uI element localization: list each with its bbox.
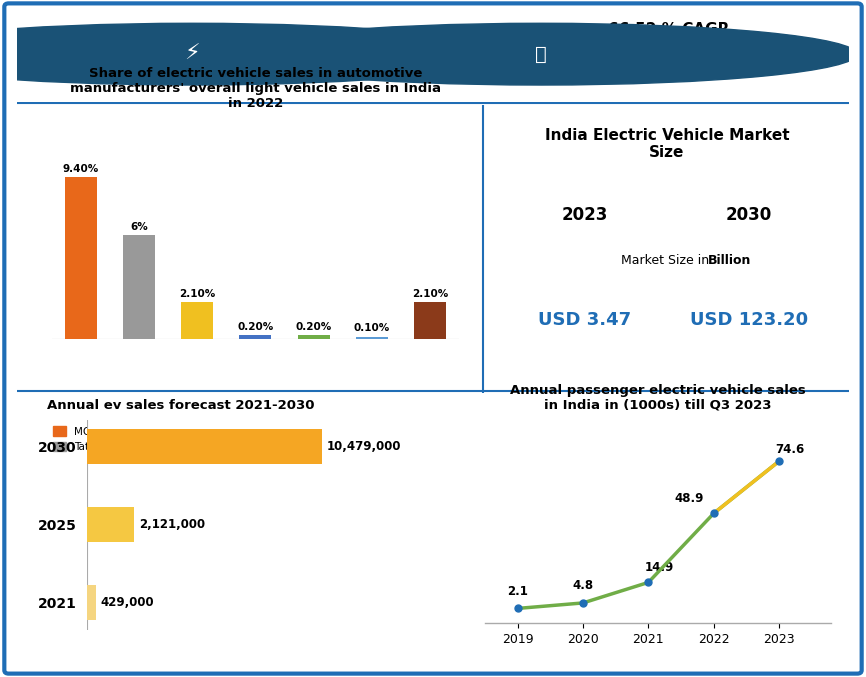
Bar [414, 303, 446, 338]
Bar [240, 335, 271, 338]
Text: Market to grow at a CAGR of
66.52 % during 2024-2030: Market to grow at a CAGR of 66.52 % duri… [608, 56, 766, 77]
Legend: MG, Tata Motors, Mercedes-Benz, VW Group, Hyundai, Kia, Mahindra: MG, Tata Motors, Mercedes-Benz, VW Group… [49, 422, 397, 456]
Text: 429,000: 429,000 [101, 596, 154, 609]
Text: 0.20%: 0.20% [295, 322, 332, 332]
Text: USD 123.20: USD 123.20 [690, 311, 808, 330]
Text: 2.10%: 2.10% [411, 289, 448, 299]
Text: Market Size in: Market Size in [621, 254, 713, 267]
Bar [87, 507, 134, 542]
Text: 6%: 6% [130, 222, 148, 232]
Bar [356, 336, 388, 338]
Text: India Electric Vehicle Market
Size: India Electric Vehicle Market Size [545, 127, 789, 160]
Text: 2030: 2030 [726, 206, 772, 224]
Bar [65, 177, 97, 338]
Text: 🌍: 🌍 [26, 36, 44, 64]
Text: Billion: Billion [708, 254, 751, 267]
Text: 2,121,000: 2,121,000 [139, 518, 205, 531]
Text: 0.20%: 0.20% [237, 322, 274, 332]
Bar [87, 585, 96, 620]
Point [772, 456, 786, 466]
Point [511, 603, 525, 614]
Bar [298, 335, 330, 338]
Text: USD 3.47: USD 3.47 [538, 311, 631, 330]
Title: Annual passenger electric vehicle sales
in India in (1000s) till Q3 2023: Annual passenger electric vehicle sales … [510, 384, 806, 412]
Text: 4.8: 4.8 [572, 579, 593, 592]
Text: 10,479,000: 10,479,000 [326, 440, 401, 454]
Text: 2.10%: 2.10% [179, 289, 216, 299]
Text: 74.6: 74.6 [776, 443, 805, 456]
Text: MMR: MMR [75, 38, 145, 62]
Text: 2023: 2023 [561, 206, 608, 224]
Bar [123, 236, 155, 338]
Text: 48.9: 48.9 [674, 492, 703, 505]
Circle shape [0, 23, 507, 85]
Text: 0.10%: 0.10% [353, 324, 390, 333]
Text: 🔥: 🔥 [535, 45, 547, 64]
Text: Annual ev sales forecast 2021-2030: Annual ev sales forecast 2021-2030 [47, 399, 314, 412]
Text: 9.40%: 9.40% [63, 164, 100, 173]
Text: 66.52 % CAGR: 66.52 % CAGR [608, 22, 729, 37]
Bar [87, 429, 321, 464]
Bar [181, 303, 213, 338]
Point [642, 577, 656, 588]
Text: 14.9: 14.9 [645, 561, 674, 574]
Text: 2.1: 2.1 [507, 584, 528, 598]
Text: ⚡: ⚡ [184, 44, 200, 64]
Point [576, 598, 590, 609]
Title: Share of electric vehicle sales in automotive
manufacturers' overall light vehic: Share of electric vehicle sales in autom… [70, 67, 441, 110]
Point [707, 508, 721, 519]
Text: Consumer driving transition to
boost the India Market growth: Consumer driving transition to boost the… [267, 36, 458, 64]
Circle shape [225, 23, 857, 85]
